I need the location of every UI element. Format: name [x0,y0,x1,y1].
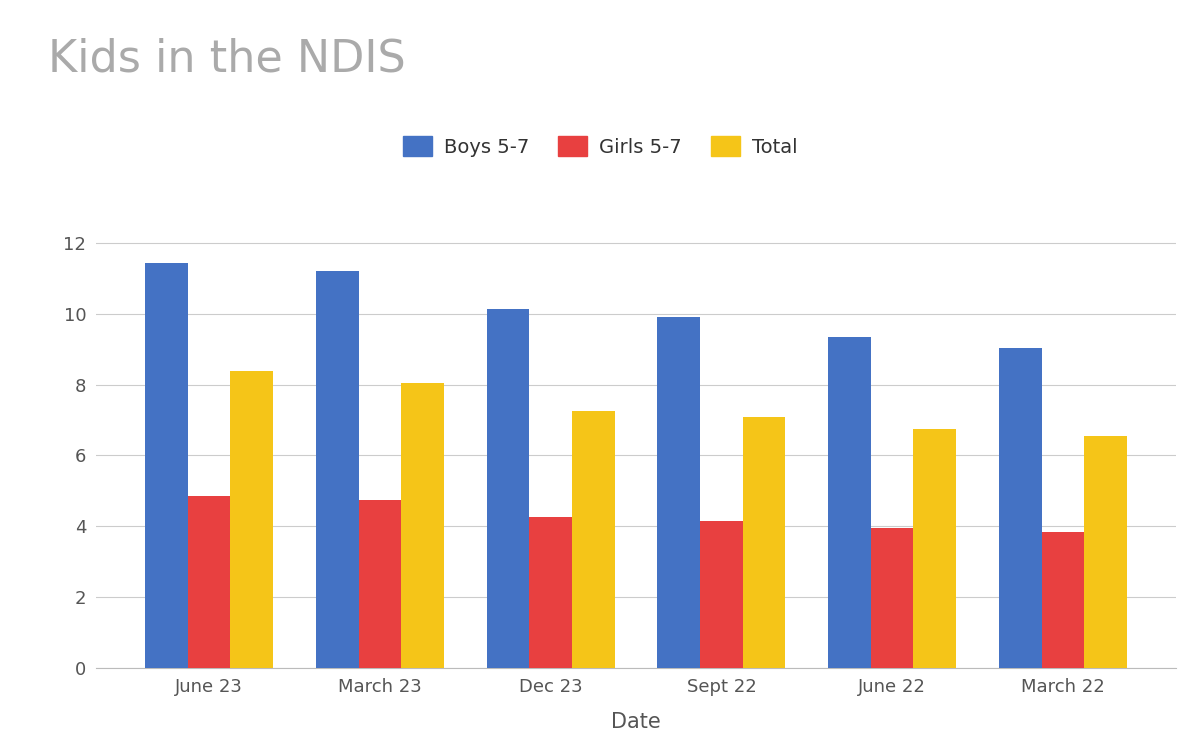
Bar [145,263,187,668]
Legend: Boys 5-7, Girls 5-7, Total: Boys 5-7, Girls 5-7, Total [395,128,805,165]
Text: Kids in the NDIS: Kids in the NDIS [48,37,406,80]
X-axis label: Date: Date [611,712,661,732]
Bar [1085,436,1127,668]
Bar [871,528,913,668]
Bar [316,272,359,668]
Bar [529,517,572,668]
Bar [401,383,444,668]
Bar [572,411,614,668]
Bar [913,429,956,668]
Bar [359,499,401,668]
Bar [743,416,786,668]
Bar [658,318,700,668]
Bar [828,337,871,668]
Bar [486,309,529,668]
Bar [700,521,743,668]
Bar [187,496,230,668]
Bar [998,347,1042,668]
Bar [1042,531,1085,668]
Bar [230,370,274,668]
